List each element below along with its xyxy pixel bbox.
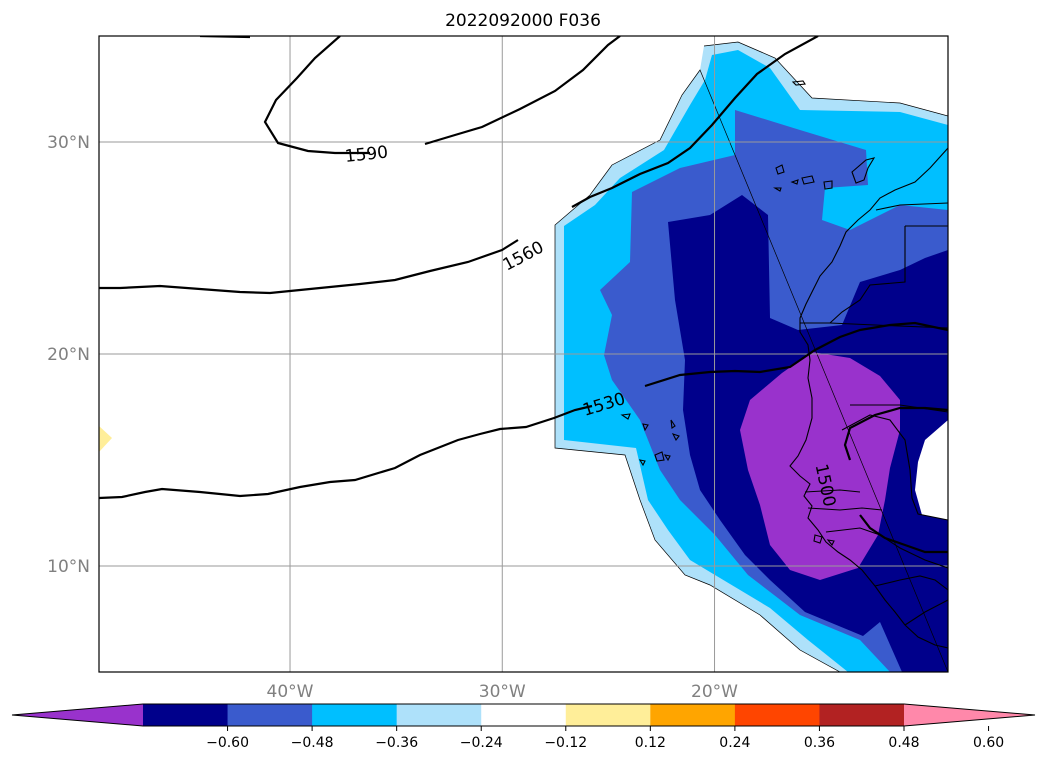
colorbar-tick-label-2: −0.36	[375, 735, 418, 751]
colorbar-tick-label-3: −0.24	[460, 735, 503, 751]
colorbar-swatch-2	[312, 704, 398, 726]
contour-label-1590: 1590	[344, 143, 389, 167]
colorbar: −0.60 −0.48 −0.36 −0.24 −0.12 0.12 0.24 0.36 0.4…	[11, 703, 1036, 751]
canary-island-2	[773, 187, 782, 192]
cape-verde-island-1	[620, 413, 631, 420]
border-sierra-leone	[874, 575, 948, 591]
canary-island-1	[775, 164, 785, 175]
contour-1560	[99, 36, 819, 295]
colorbar-swatch-7	[734, 704, 820, 726]
field-band-purple	[740, 352, 900, 580]
map-frame	[98, 35, 949, 673]
cape-verde-island-2	[642, 423, 649, 432]
lon-tick-label-2: 20°W	[691, 682, 738, 702]
colorbar-tick-label-8: 0.48	[888, 735, 919, 751]
cape-verde-island-3	[670, 419, 676, 429]
field-outline	[554, 41, 948, 672]
cape-verde-island-6	[663, 454, 671, 462]
colorbar-extend-high	[904, 704, 1035, 726]
border-mauritania	[800, 322, 948, 329]
figure-title: 2022092000 F036	[445, 11, 601, 31]
cape-verde-island-7	[638, 459, 646, 467]
lon-tick-label-1: 30°W	[479, 682, 526, 702]
islands	[620, 80, 876, 547]
lat-tick-label-2: 10°N	[47, 557, 90, 577]
lon-tick-label-0: 40°W	[267, 682, 314, 702]
height-contours	[99, 36, 948, 554]
coastlines	[789, 147, 948, 649]
axis-tick-labels: 30°N 20°N 10°N 40°W 30°W 20°W	[47, 133, 738, 702]
colorbar-swatch-1	[227, 704, 313, 726]
canary-island-5	[823, 180, 833, 190]
canary-island-3	[790, 179, 799, 185]
canary-island-6	[851, 157, 876, 184]
border-liberia	[904, 599, 948, 626]
colorbar-tick-label-6: 0.24	[719, 735, 750, 751]
field-spot-yellow	[99, 426, 112, 452]
colorbar-swatch-8	[819, 704, 905, 726]
contour-1590	[263, 36, 621, 155]
colorbar-tick-label-4: −0.12	[544, 735, 587, 751]
colorbar-swatch-4	[481, 704, 567, 726]
contour-1530	[99, 321, 948, 500]
border-guinea	[825, 527, 948, 569]
contour-1500	[843, 406, 948, 554]
colorbar-tick-label-9: 0.60	[973, 735, 1004, 751]
cape-verde-island-5	[654, 451, 665, 462]
madeira-island	[791, 80, 806, 86]
colorbar-tick-label-5: 0.12	[635, 735, 666, 751]
canary-island-4	[801, 175, 815, 185]
colorbar-tick-label-0: −0.60	[206, 735, 249, 751]
colorbar-swatch-3	[396, 704, 482, 726]
field-spot-white-coast	[915, 420, 948, 520]
colorbar-swatch-0	[143, 704, 229, 726]
colorbar-tick-label-1: −0.48	[291, 735, 334, 751]
bijagos-islands	[813, 534, 835, 547]
gridlines	[99, 36, 948, 672]
anomaly-field	[99, 42, 948, 672]
colorbar-extend-low	[12, 704, 143, 726]
africa-coastline	[789, 147, 948, 649]
colorbar-outline	[11, 703, 1036, 727]
colorbar-swatch-5	[565, 704, 651, 726]
border-gambia	[804, 489, 861, 493]
lat-tick-label-1: 20°N	[47, 345, 90, 365]
cape-verde-island-4	[671, 433, 680, 442]
colorbar-tick-label-7: 0.36	[804, 735, 835, 751]
border-morocco	[875, 202, 948, 211]
border-guinea-bissau	[807, 507, 883, 511]
colorbar-swatch-6	[650, 704, 736, 726]
lat-tick-label-0: 30°N	[47, 133, 90, 153]
